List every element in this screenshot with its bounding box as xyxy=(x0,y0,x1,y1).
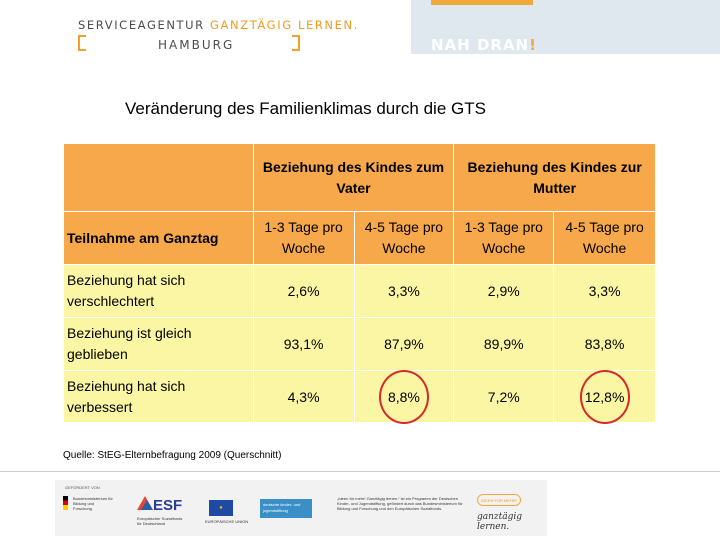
group-header-row: Beziehung des Kindes zum Vater Beziehung… xyxy=(63,143,656,212)
sponsor-footer: GEFÖRDERT VON Bundesministerium für Bild… xyxy=(55,480,547,536)
esf-sub-label: Europäischer Sozialfonds für Deutschland xyxy=(137,516,183,526)
value-cell: 3,3% xyxy=(553,264,656,318)
slogan-banner: NAH DRAN! xyxy=(411,0,720,54)
sub-header-cell: 1-3 Tage pro Woche xyxy=(252,211,355,265)
esf-label: ESF xyxy=(153,497,183,514)
slide-title: Veränderung des Familienklimas durch die… xyxy=(125,99,486,118)
eu-caption: EUROPÄISCHE UNION xyxy=(205,519,249,524)
german-flag-icon xyxy=(63,496,68,510)
sub-header-row: Teilnahme am Ganztag 1-3 Tage pro Woche … xyxy=(63,211,656,265)
table-row: Beziehung hat sich verbessert 4,3% 8,8% … xyxy=(63,369,656,424)
row-label: Beziehung hat sich verbessert xyxy=(63,370,254,423)
group-header-mother: Beziehung des Kindes zur Mutter xyxy=(453,143,656,212)
value-cell: 89,9% xyxy=(453,317,555,371)
value-cell: 87,9% xyxy=(353,317,455,371)
value-cell-highlighted: 12,8% xyxy=(553,369,656,424)
row-label: Beziehung hat sich verschlechtert xyxy=(63,264,254,318)
source-note: Quelle: StEG-Elternbefragung 2009 (Quers… xyxy=(63,450,282,461)
sub-header-cell: 4-5 Tage pro Woche xyxy=(353,211,455,265)
value-cell: 2,6% xyxy=(252,264,355,318)
eu-flag-icon: ★ xyxy=(209,500,233,516)
value-cell: 4,3% xyxy=(252,370,355,423)
table-row: Beziehung ist gleich geblieben 93,1% 87,… xyxy=(63,317,656,371)
program-description: „Ideen für mehr! Ganztägig lernen.“ ist … xyxy=(337,496,463,511)
value-cell: 7,2% xyxy=(453,370,555,423)
value-cell: 2,9% xyxy=(453,264,555,318)
group-header-father: Beziehung des Kindes zum Vater xyxy=(252,143,455,212)
value-cell: 83,8% xyxy=(553,317,656,371)
slogan: NAH DRAN! xyxy=(431,36,537,54)
bmbf-label: Bundesministerium für Bildung und Forsch… xyxy=(73,496,113,511)
city-label: HAMBURG xyxy=(158,38,235,52)
value-cell: 93,1% xyxy=(252,317,355,371)
bracket-left-icon xyxy=(78,35,86,51)
sub-header-cell: 1-3 Tage pro Woche xyxy=(453,211,555,265)
value-cell: 3,3% xyxy=(353,264,455,318)
footer-divider xyxy=(0,471,720,472)
sub-header-cell: 4-5 Tage pro Woche xyxy=(553,211,656,265)
agency-name: SERVICEAGENTUR GANZTÄGIG LERNEN. xyxy=(78,18,359,32)
banner-accent-tab xyxy=(431,0,533,5)
esf-logo-icon xyxy=(137,496,153,512)
value-cell-highlighted: 8,8% xyxy=(353,369,455,424)
djs-logo: deutsche kinder- und jugendstiftung xyxy=(260,499,312,518)
row-label: Beziehung ist gleich geblieben xyxy=(63,317,254,371)
table-row: Beziehung hat sich verschlechtert 2,6% 3… xyxy=(63,264,656,318)
agency-logo: SERVICEAGENTUR GANZTÄGIG LERNEN. HAMBURG xyxy=(78,18,357,58)
sponsor-caption: GEFÖRDERT VON xyxy=(65,485,100,490)
highlight-circle-icon xyxy=(378,369,429,424)
empty-header-cell xyxy=(63,143,254,212)
program-badge: IDEEN FÜR MEHR! xyxy=(477,494,521,506)
results-table: Beziehung des Kindes zum Vater Beziehung… xyxy=(63,143,656,424)
bracket-right-icon xyxy=(292,35,300,51)
row-header-label: Teilnahme am Ganztag xyxy=(63,211,254,265)
highlight-circle-icon xyxy=(579,369,630,424)
program-script-logo: ganztägig lernen. xyxy=(477,512,523,532)
